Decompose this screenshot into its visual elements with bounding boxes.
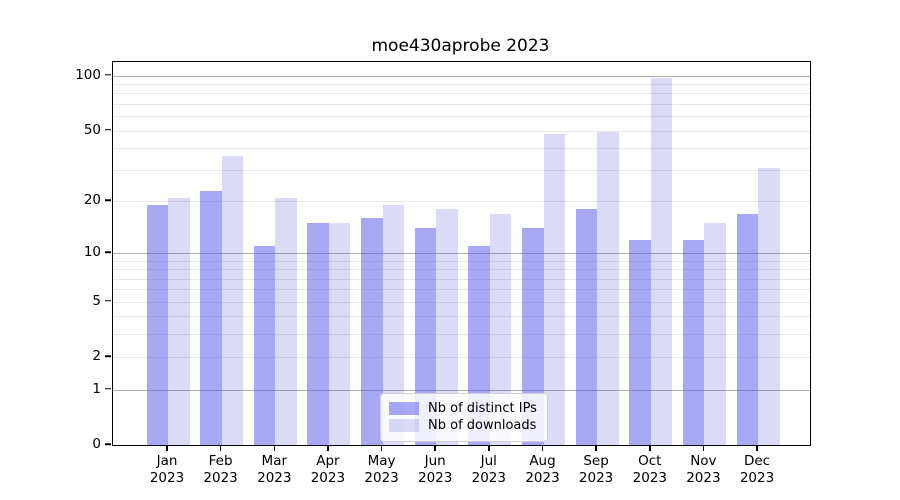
x-tick-mark <box>380 446 383 451</box>
x-tick-mark <box>702 446 705 451</box>
bar-distinct-ips-dec <box>736 213 758 445</box>
x-tick-label: Mar 2023 <box>257 453 292 486</box>
x-tick-mark <box>541 446 544 451</box>
gridline-minor <box>113 104 810 105</box>
gridline-minor <box>113 93 810 95</box>
y-tick-label: 2 <box>92 348 101 365</box>
legend-row-distinct-ips: Nb of distinct IPs <box>389 401 539 416</box>
gridline-major <box>113 75 810 77</box>
gridline-minor <box>113 147 810 149</box>
chart-title: moe430aprobe 2023 <box>371 36 550 56</box>
legend-label-downloads: Nb of downloads <box>428 418 537 433</box>
gridline-minor <box>113 201 810 203</box>
y-tick-mark <box>105 74 111 76</box>
gridline-minor <box>113 130 810 132</box>
y-tick-mark <box>105 387 111 390</box>
bar-distinct-ips-oct <box>629 239 651 445</box>
gridline-minor <box>113 301 810 303</box>
bar-downloads-aug <box>543 133 565 445</box>
x-tick-label: Sep 2023 <box>578 453 614 486</box>
bar-distinct-ips-apr <box>307 223 329 445</box>
gridline-major <box>113 389 810 391</box>
plot-area: Nb of distinct IPs Nb of downloads <box>112 61 811 446</box>
x-tick-mark <box>166 446 168 451</box>
bar-distinct-ips-nov <box>682 239 705 445</box>
x-tick-label: Feb 2023 <box>203 453 238 486</box>
x-tick-mark <box>488 446 490 451</box>
x-tick-mark <box>649 446 651 451</box>
bar-downloads-oct <box>650 78 673 445</box>
x-tick-mark <box>273 446 275 451</box>
bar-distinct-ips-sep <box>575 209 598 445</box>
bar-downloads-dec <box>758 167 780 445</box>
gridline-minor <box>113 316 810 318</box>
x-tick-mark <box>219 446 222 451</box>
bar-distinct-ips-aug <box>522 228 544 445</box>
x-tick-label: Dec 2023 <box>739 453 775 486</box>
y-tick-label: 0 <box>92 436 101 452</box>
bar-downloads-jun <box>436 209 458 445</box>
gridline-minor <box>113 84 810 86</box>
gridline-minor <box>113 170 810 172</box>
y-tick-label: 5 <box>92 292 101 309</box>
y-tick-mark <box>105 299 111 302</box>
bar-downloads-feb <box>221 156 244 445</box>
gridline-minor <box>113 269 810 271</box>
gridline-minor <box>113 289 810 291</box>
x-tick-label: Aug 2023 <box>525 453 560 486</box>
x-tick-mark <box>595 446 597 451</box>
x-tick-label: Jun 2023 <box>418 453 453 486</box>
bar-distinct-ips-jan <box>146 205 168 445</box>
legend: Nb of distinct IPs Nb of downloads <box>380 393 548 442</box>
legend-label-distinct-ips: Nb of distinct IPs <box>428 401 537 416</box>
bar-downloads-apr <box>328 223 351 445</box>
gridline-minor <box>113 278 810 280</box>
gridline-minor <box>113 116 810 118</box>
gridline-minor <box>113 357 810 359</box>
legend-swatch-distinct-ips <box>389 402 419 415</box>
bar-downloads-mar <box>275 197 297 445</box>
y-tick-mark <box>105 355 111 357</box>
x-tick-label: Jul 2023 <box>471 453 506 486</box>
gridline-minor <box>113 260 810 262</box>
y-tick-mark <box>105 128 111 131</box>
x-tick-label: May 2023 <box>364 453 399 486</box>
y-tick-label: 20 <box>83 192 101 209</box>
x-tick-mark <box>434 446 436 451</box>
bar-distinct-ips-may <box>361 218 383 445</box>
x-tick-label: Oct 2023 <box>632 453 667 486</box>
bar-distinct-ips-feb <box>200 190 222 445</box>
x-tick-mark <box>327 446 329 451</box>
x-tick-mark <box>756 446 758 451</box>
y-tick-label: 10 <box>83 244 101 261</box>
x-tick-label: Apr 2023 <box>310 453 346 486</box>
y-tick-label: 1 <box>92 380 101 397</box>
legend-row-downloads: Nb of downloads <box>389 418 539 433</box>
gridline-major <box>113 253 810 255</box>
gridline-minor <box>113 334 810 336</box>
bar-downloads-jan <box>168 197 190 445</box>
legend-swatch-downloads <box>389 419 419 432</box>
y-tick-label: 50 <box>83 121 101 138</box>
bar-downloads-may <box>382 205 405 445</box>
bar-distinct-ips-mar <box>253 246 276 445</box>
x-tick-label: Nov 2023 <box>686 453 721 486</box>
y-tick-mark <box>105 199 111 202</box>
bar-downloads-nov <box>704 223 726 445</box>
bar-distinct-ips-jun <box>414 228 437 445</box>
y-tick-label: 100 <box>75 66 101 83</box>
y-tick-mark <box>105 443 111 445</box>
bar-downloads-sep <box>597 132 619 445</box>
y-tick-mark <box>105 251 111 253</box>
x-tick-label: Jan 2023 <box>149 453 185 486</box>
bar-downloads-jul <box>489 213 512 445</box>
